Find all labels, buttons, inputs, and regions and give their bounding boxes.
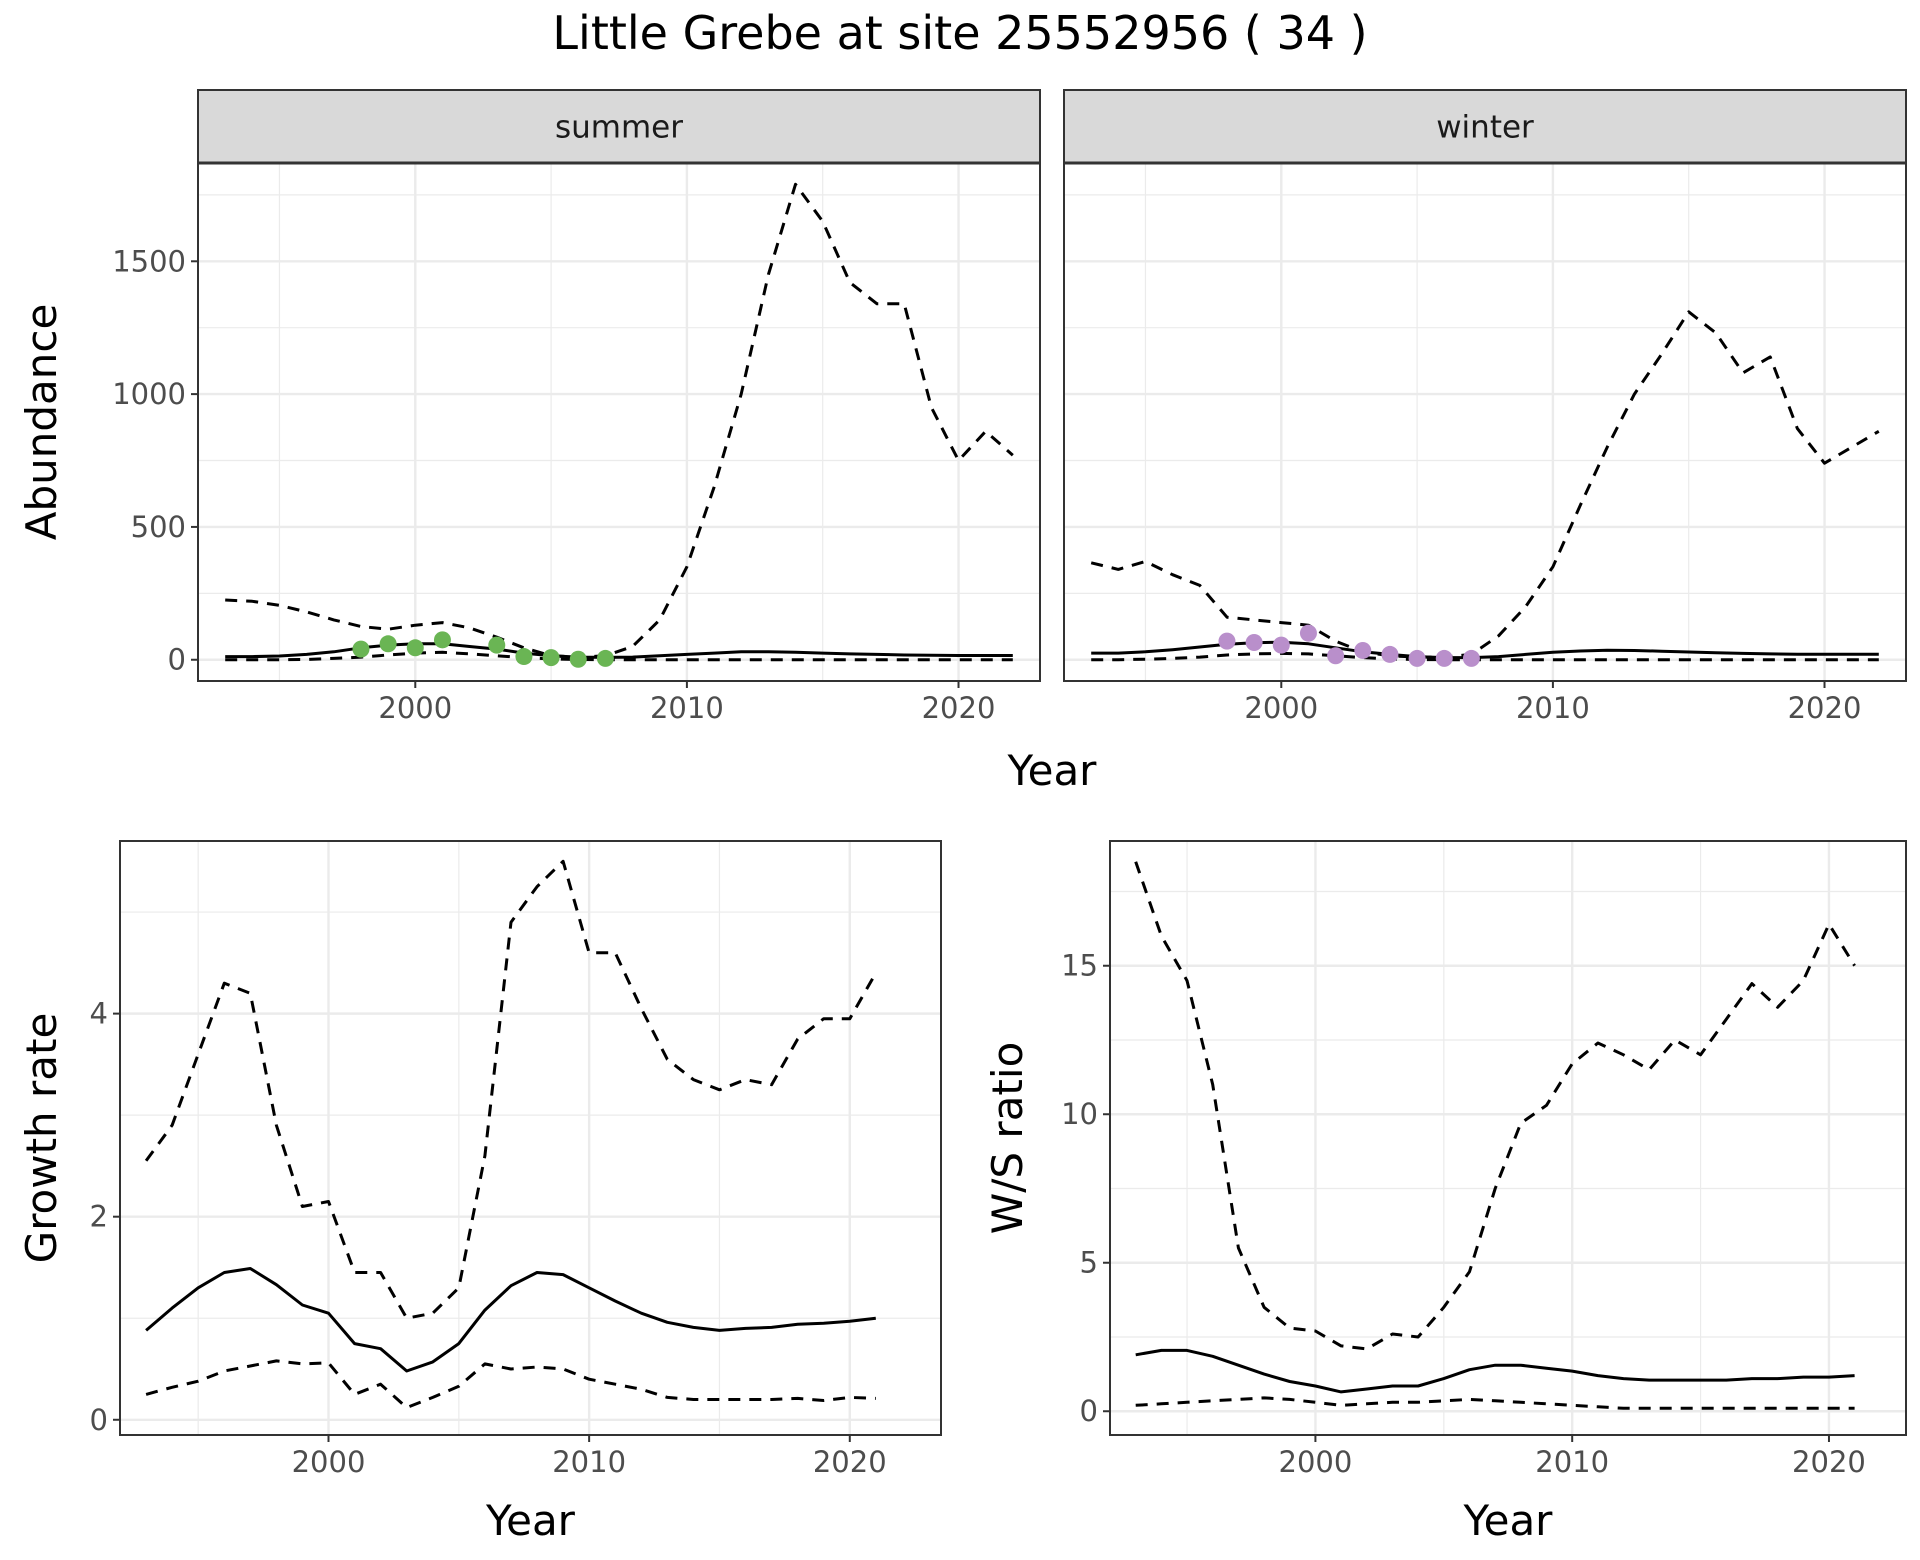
x-tick-label-winter: 2020 <box>1788 691 1862 725</box>
series-line-lower-summer <box>225 650 1013 662</box>
x-tick-label-summer: 2000 <box>378 691 452 725</box>
y-tick-label-summer: 1000 <box>112 377 186 411</box>
y-tick-label-growth: 0 <box>90 1403 108 1437</box>
y-tick-label-summer: 500 <box>131 510 186 544</box>
data-point-winter <box>1218 632 1236 650</box>
facet-strip-winter <box>1063 89 1907 164</box>
y-tick-label-ratio: 10 <box>1061 1097 1098 1131</box>
data-point-summer <box>379 635 397 653</box>
data-point-summer <box>352 640 370 658</box>
series-line-lower-winter <box>1091 651 1879 662</box>
data-point-winter <box>1272 636 1290 654</box>
x-tick-label-growth: 2010 <box>552 1445 626 1479</box>
series-line-estimate-ratio <box>1135 1348 1855 1394</box>
y-tick-label-ratio: 5 <box>1080 1246 1098 1280</box>
y-tick-label-ratio: 0 <box>1080 1394 1098 1428</box>
x-tick-label-growth: 2000 <box>292 1445 366 1479</box>
series-line-lower-ratio <box>1135 1396 1855 1410</box>
y-tick-label-summer: 0 <box>168 643 186 677</box>
data-point-winter <box>1462 649 1480 667</box>
y-tick-label-growth: 4 <box>90 997 108 1031</box>
data-point-winter <box>1354 641 1372 659</box>
series-line-estimate-growth <box>145 1267 876 1373</box>
data-point-summer <box>569 650 587 668</box>
x-tick-label-summer: 2010 <box>650 691 724 725</box>
data-point-summer <box>596 649 614 667</box>
chart-title: Little Grebe at site 25552956 ( 34 ) <box>552 6 1368 60</box>
data-point-winter <box>1381 645 1399 663</box>
x-axis-title-growth: Year <box>485 1496 576 1545</box>
series-line-upper-growth <box>144 859 878 1320</box>
data-point-summer <box>515 648 533 666</box>
x-tick-label-growth: 2020 <box>813 1445 887 1479</box>
series-line-upper-winter <box>1090 310 1880 659</box>
facet-label-winter: winter <box>1436 110 1534 146</box>
data-point-winter <box>1408 649 1426 667</box>
x-tick-label-ratio: 2020 <box>1792 1445 1866 1479</box>
data-point-summer <box>488 636 506 654</box>
facet-strip-summer <box>197 89 1041 164</box>
data-point-summer <box>542 649 560 667</box>
x-axis-title-top: Year <box>1007 746 1098 795</box>
x-tick-label-winter: 2000 <box>1244 691 1318 725</box>
data-point-summer <box>433 631 451 649</box>
facet-label-summer: summer <box>555 110 683 146</box>
data-point-summer <box>406 639 424 657</box>
data-point-winter <box>1299 624 1317 642</box>
x-tick-label-ratio: 2010 <box>1535 1445 1609 1479</box>
plot-area-growth <box>120 841 941 1435</box>
data-point-winter <box>1435 649 1453 667</box>
x-tick-label-ratio: 2000 <box>1279 1445 1353 1479</box>
series-line-lower-growth <box>145 1359 876 1410</box>
y-tick-label-summer: 1500 <box>112 244 186 278</box>
y-tick-label-growth: 2 <box>90 1200 108 1234</box>
panel-border-growth <box>119 840 942 1436</box>
y-tick-label-ratio: 15 <box>1061 949 1098 983</box>
y-axis-title-ratio: W/S ratio <box>983 1042 1032 1235</box>
y-axis-title-growth: Growth rate <box>17 1013 66 1264</box>
data-point-winter <box>1327 647 1345 665</box>
x-tick-label-winter: 2010 <box>1516 691 1590 725</box>
panel-border-ratio <box>1109 840 1907 1436</box>
series-line-upper-summer <box>225 182 1014 659</box>
plot-area-summer <box>198 163 1040 681</box>
plot-area-winter <box>1064 163 1906 681</box>
series-line-upper-ratio <box>1134 861 1856 1351</box>
plot-area-ratio <box>1110 841 1906 1435</box>
data-point-winter <box>1245 633 1263 651</box>
x-tick-label-summer: 2020 <box>922 691 996 725</box>
x-axis-title-ratio: Year <box>1463 1496 1554 1545</box>
y-axis-title-summer: Abundance <box>17 304 66 541</box>
